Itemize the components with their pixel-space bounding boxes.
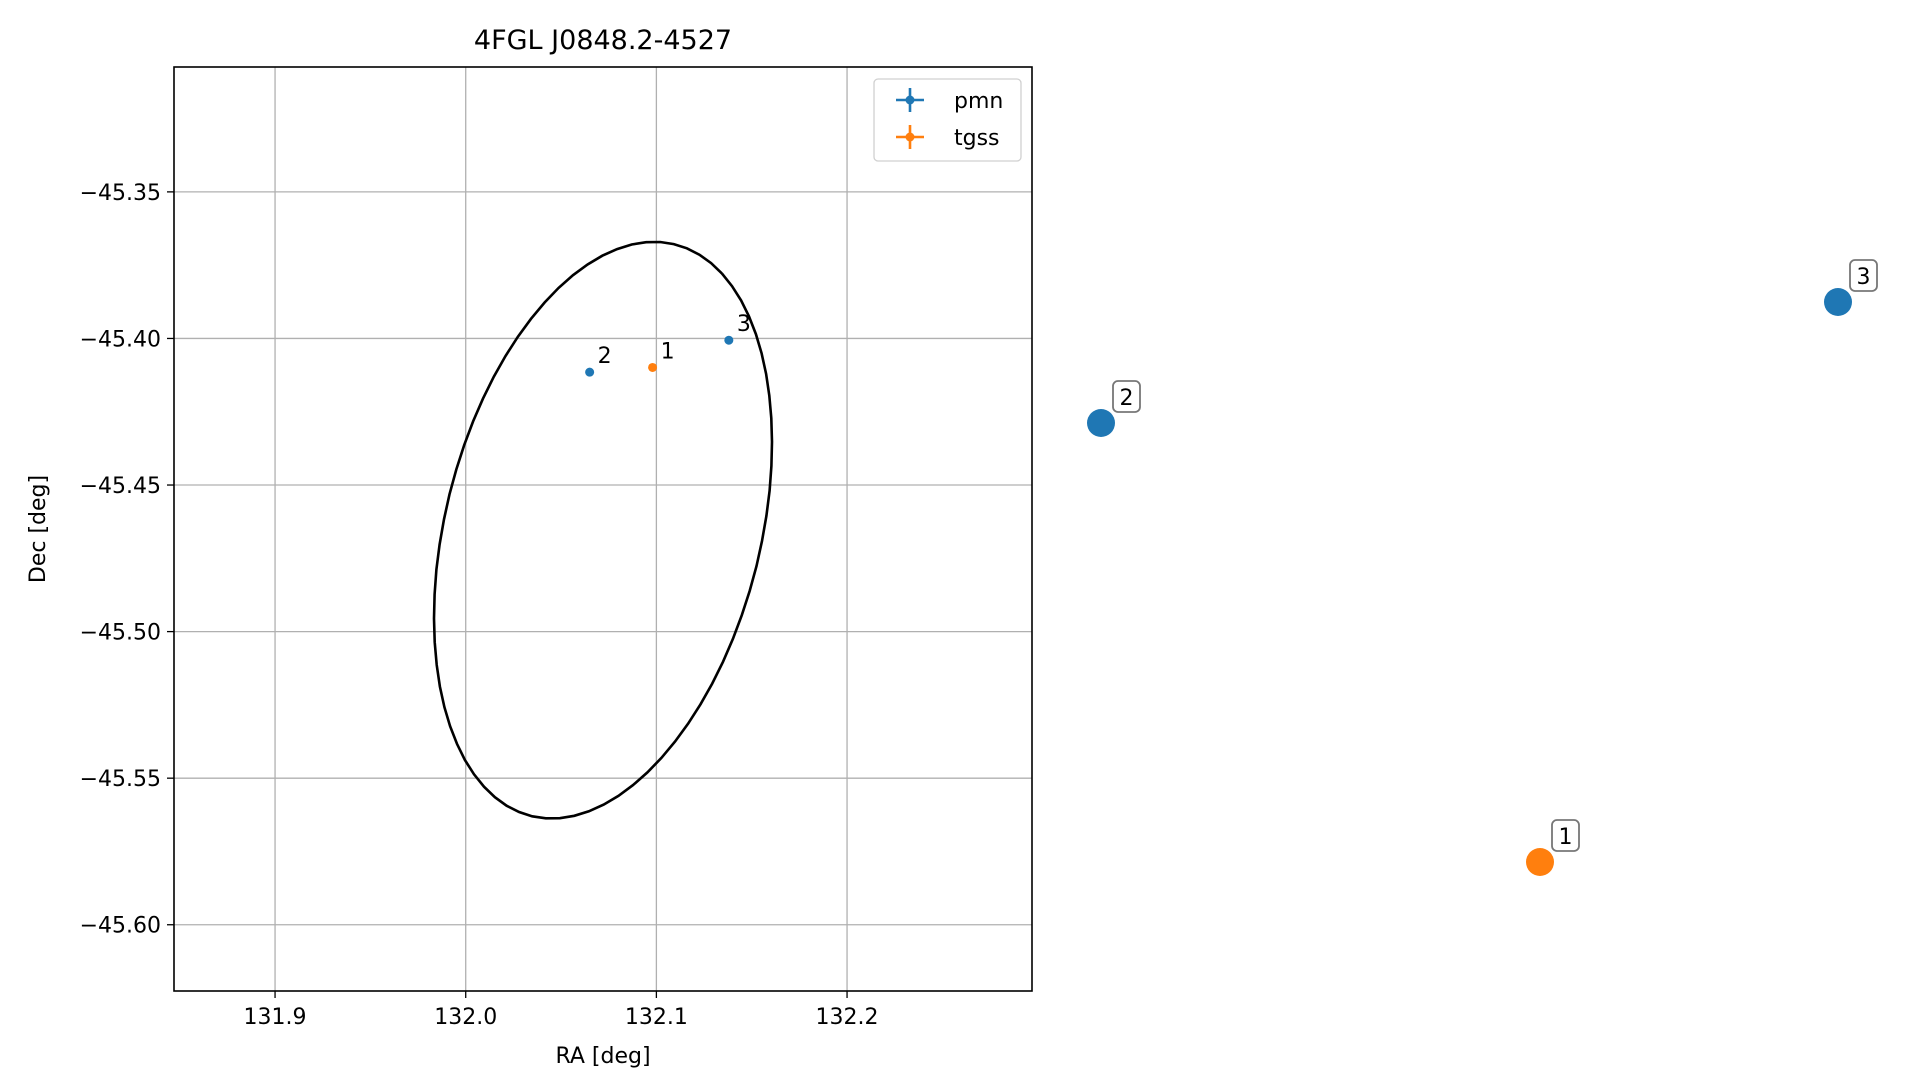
y-tick-label: −45.50 [80, 621, 161, 646]
chart-title: 4FGL J0848.2-4527 [474, 25, 732, 56]
source-label-2: 2 [598, 344, 612, 369]
source-label-1: 1 [661, 339, 675, 364]
x-tick-label: 132.0 [434, 1005, 497, 1030]
second-panel-markers: 2 3 1 [1087, 259, 1878, 876]
panel2-label-box [1551, 819, 1580, 852]
x-tick-label: 131.9 [244, 1005, 307, 1030]
grid-lines [174, 67, 1032, 991]
panel2-label-2: 2 [1120, 386, 1134, 411]
plot-content: 2 3 1 [432, 240, 774, 820]
panel2-point-1 [1526, 848, 1554, 876]
panel2-label-box [1112, 380, 1141, 413]
legend-label-tgss: tgss [954, 126, 1000, 151]
localization-ellipse [432, 240, 774, 820]
source-label-3: 3 [737, 312, 751, 337]
y-axis-label: Dec [deg] [26, 475, 51, 583]
legend: pmn tgss [873, 78, 1022, 162]
legend-marker-dot [905, 95, 915, 105]
x-tick-label: 132.1 [625, 1005, 688, 1030]
x-tick-label: 132.2 [816, 1005, 879, 1030]
panel2-point-2 [1087, 409, 1115, 437]
x-axis-label: RA [deg] [555, 1044, 650, 1069]
legend-label-pmn: pmn [954, 89, 1003, 114]
y-tick-label: −45.45 [80, 474, 161, 499]
source-point-tgss-1 [648, 362, 658, 372]
y-tick-label: −45.40 [80, 327, 161, 352]
legend-marker-dot [905, 132, 915, 142]
axes-frame [173, 66, 1033, 992]
panel2-label-box [1849, 259, 1878, 292]
source-point-pmn-3 [724, 335, 734, 345]
y-tick-label: −45.60 [80, 914, 161, 939]
y-tick-label: −45.35 [80, 181, 161, 206]
y-tick-label: −45.55 [80, 767, 161, 792]
axis-ticks: 131.9 132.0 132.1 132.2 −45.35 −45.40 −45.45 −4… [80, 181, 879, 1030]
panel2-label-3: 3 [1857, 265, 1871, 290]
panel2-label-1: 1 [1559, 825, 1573, 850]
source-point-pmn-2 [585, 367, 595, 377]
panel2-point-3 [1824, 288, 1852, 316]
